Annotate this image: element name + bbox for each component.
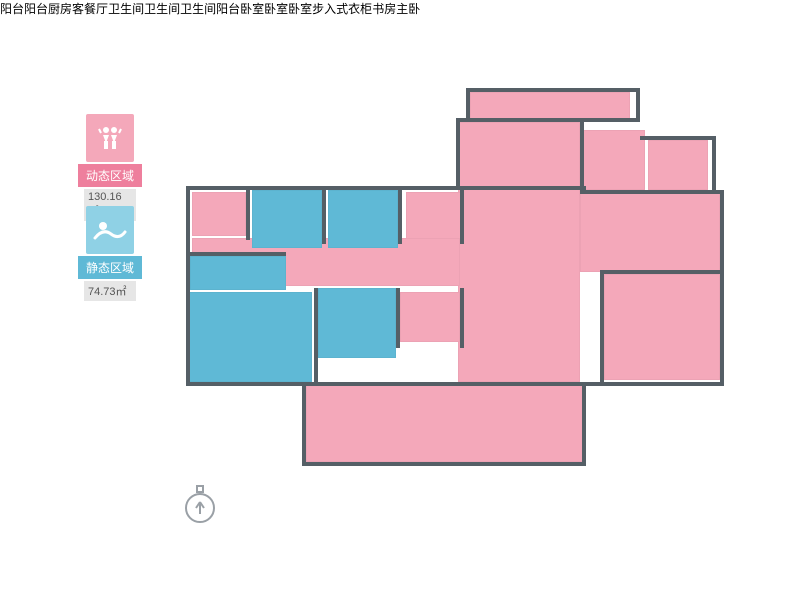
room-living-ext: [580, 192, 720, 272]
wall: [314, 288, 318, 384]
wall: [466, 88, 636, 92]
room-label-bedroom-a: 卧室: [264, 2, 288, 16]
compass-icon: [182, 484, 218, 531]
legend-static-icon: [86, 206, 134, 254]
room-label-balcony-bot: 阳台: [216, 2, 240, 16]
floorplan-stage: 阳台阳台厨房客餐厅卫生间卫生间卫生间阳台卧室卧室卧室步入式衣柜书房主卧动态区域1…: [0, 0, 800, 600]
wall: [600, 270, 722, 274]
room-label-master: 主卧: [396, 2, 420, 16]
legend-static: 静态区域74.73㎡: [78, 206, 142, 301]
wall: [580, 190, 722, 194]
room-bath-mid: [400, 292, 460, 342]
legend-static-title: 静态区域: [78, 256, 142, 279]
room-label-bath-mid: 卫生间: [144, 2, 180, 16]
wall: [186, 252, 286, 256]
wall: [302, 382, 306, 466]
wall: [640, 136, 712, 140]
room-walkin: [190, 256, 286, 290]
room-label-kitchen: 厨房: [48, 2, 72, 16]
wall: [600, 270, 604, 386]
room-bath-left: [192, 192, 246, 236]
room-balcony-bot: [306, 382, 584, 462]
room-label-walkin: 步入式衣柜: [312, 2, 372, 16]
wall: [186, 382, 306, 386]
legend-dynamic: 动态区域130.16㎡: [78, 114, 142, 221]
room-study: [318, 288, 396, 358]
wall: [456, 118, 636, 122]
wall: [580, 122, 584, 192]
room-bedroom-b: [328, 190, 398, 248]
room-label-bath-top: 卫生间: [108, 2, 144, 16]
room-label-bath-left: 卫生间: [180, 2, 216, 16]
wall: [398, 186, 402, 244]
wall: [460, 288, 464, 348]
wall: [712, 136, 716, 194]
wall: [582, 382, 586, 466]
wall: [302, 462, 586, 466]
room-label-study: 书房: [372, 2, 396, 16]
room-master: [188, 292, 312, 382]
legend-dynamic-icon: [86, 114, 134, 162]
room-balcony-tr: [648, 140, 708, 190]
wall: [322, 186, 326, 244]
room-bedroom-a: [252, 190, 322, 248]
wall: [456, 118, 460, 188]
wall: [302, 382, 586, 386]
wall: [582, 382, 722, 386]
room-label-bedroom-b: 卧室: [288, 2, 312, 16]
legend-static-value: 74.73㎡: [84, 281, 136, 301]
wall: [460, 186, 464, 244]
room-bath-top: [406, 192, 462, 242]
room-living: [458, 122, 580, 382]
legend-dynamic-title: 动态区域: [78, 164, 142, 187]
room-kitchen: [583, 130, 645, 190]
room-label-balcony-tr: 阳台: [24, 2, 48, 16]
wall: [636, 88, 640, 122]
wall: [396, 288, 400, 348]
room-label-living: 客餐厅: [72, 2, 108, 16]
wall: [186, 186, 190, 386]
wall: [246, 186, 250, 240]
wall: [466, 88, 470, 122]
room-label-bedroom-right: 卧室: [240, 2, 264, 16]
wall: [720, 190, 724, 386]
room-label-balcony-top: 阳台: [0, 2, 24, 16]
room-bedroom-right: [604, 274, 720, 380]
